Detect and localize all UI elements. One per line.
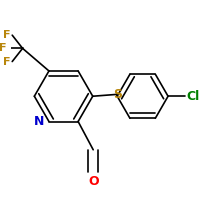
Text: O: O [88, 175, 99, 188]
Text: Cl: Cl [186, 90, 199, 103]
Text: F: F [3, 30, 11, 40]
Text: F: F [3, 57, 11, 67]
Text: N: N [34, 115, 44, 128]
Text: F: F [0, 43, 7, 53]
Text: S: S [113, 88, 122, 101]
